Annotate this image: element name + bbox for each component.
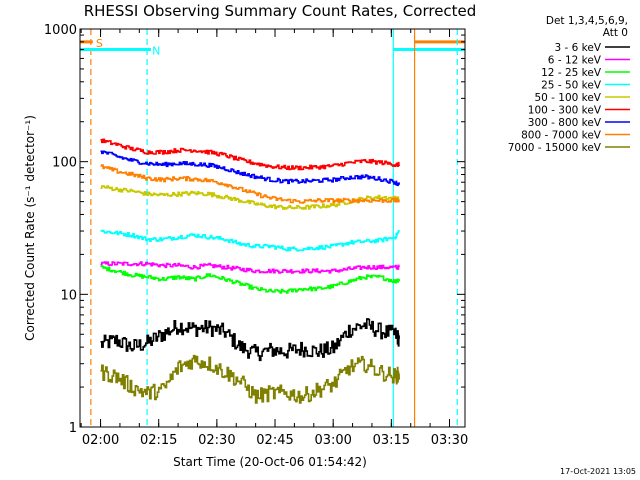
y-tick-label: 1 [69, 421, 77, 436]
legend-entry-label: 300 - 800 keV [528, 117, 602, 129]
x-tick-label: 02:30 [198, 433, 235, 448]
series-line [100, 261, 400, 274]
y-axis: 1 10 100 1000 [44, 23, 465, 436]
chart-title: RHESSI Observing Summary Count Rates, Co… [84, 2, 477, 20]
series-line [100, 164, 400, 204]
x-axis-label: Start Time (20-Oct-06 01:54:42) [173, 455, 367, 469]
series-line [100, 185, 400, 210]
marker-label: N [152, 45, 160, 58]
legend-entry-label: 800 - 7000 keV [521, 130, 602, 142]
y-tick-label: 10 [60, 288, 77, 303]
x-tick-label: 02:45 [256, 433, 293, 448]
plot-area: SN [80, 29, 465, 427]
legend-entry-label: 25 - 50 keV [541, 80, 602, 92]
x-tick-label: 02:15 [140, 433, 177, 448]
x-tick-label: 03:30 [431, 433, 468, 448]
y-tick-label: 1000 [44, 23, 77, 38]
legend-entry-label: 3 - 6 keV [554, 42, 601, 54]
series-line [100, 150, 400, 187]
series-line [100, 354, 400, 404]
x-tick-label: 03:00 [314, 433, 351, 448]
series-line [100, 229, 400, 252]
timestamp: 17-Oct-2021 13:05 [560, 467, 636, 476]
legend-entry-label: 7000 - 15000 keV [508, 142, 602, 154]
legend-entry-label: 100 - 300 keV [528, 105, 602, 117]
legend-entry-label: 12 - 25 keV [541, 67, 602, 79]
legend-header: Att 0 [603, 27, 628, 39]
y-axis-label: Corrected Count Rate (s⁻¹ detector⁻¹) [23, 115, 37, 341]
legend-header: Det 1,3,4,5,6,9, [546, 15, 628, 27]
marker-label: S [96, 37, 103, 50]
x-tick-label: 02:00 [82, 433, 119, 448]
series-line [100, 318, 400, 362]
legend-entry-label: 50 - 100 keV [534, 92, 601, 104]
y-tick-label: 100 [52, 156, 77, 171]
x-tick-label: 03:15 [373, 433, 410, 448]
legend-entry-label: 6 - 12 keV [548, 55, 602, 67]
series-line [100, 265, 400, 294]
series-line [100, 138, 400, 171]
plot-frame [79, 28, 466, 428]
x-axis: 02:00 02:15 02:30 02:45 03:00 03:15 03:30 [80, 29, 468, 448]
